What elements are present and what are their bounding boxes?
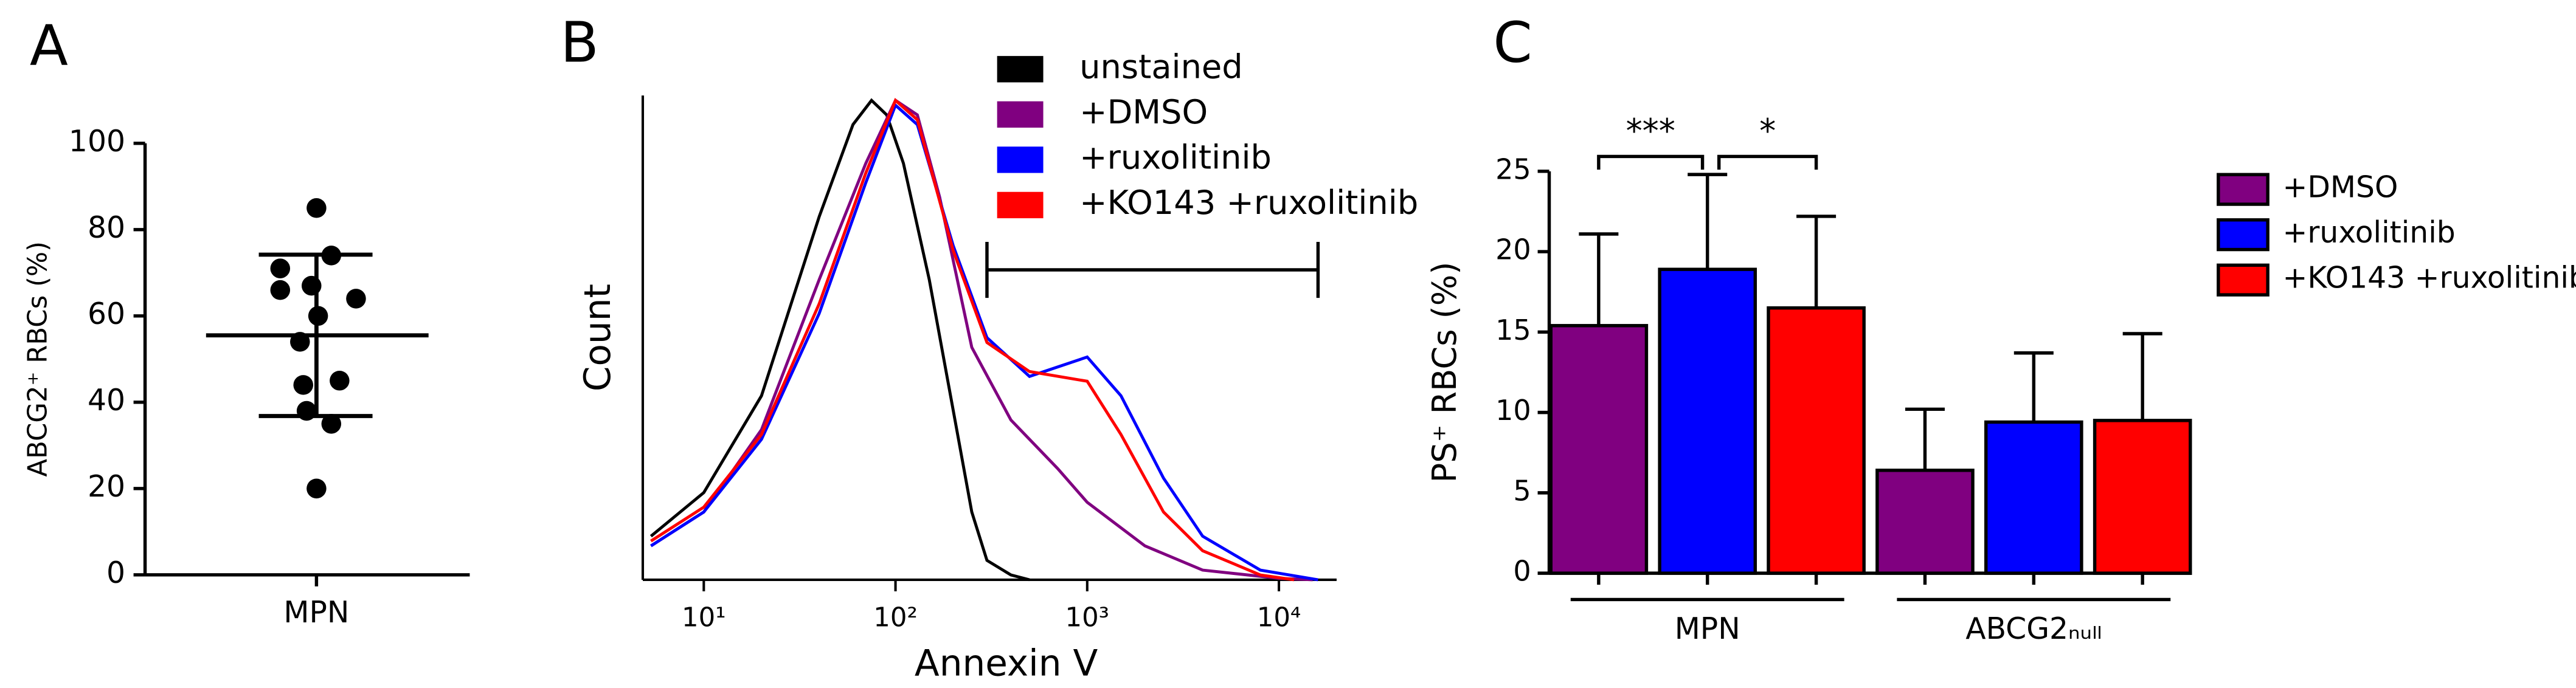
legend-swatch [997, 146, 1044, 173]
y-tick-label: 100 [69, 124, 125, 159]
data-point [306, 478, 327, 499]
legend-swatch [997, 56, 1044, 83]
bar [2093, 419, 2192, 575]
data-point [293, 375, 313, 395]
panel-label: A [30, 13, 68, 78]
legend-label: +KO143 +ruxolitinib [2283, 261, 2576, 295]
y-tick-label: 0 [106, 556, 125, 590]
bar [1984, 420, 2083, 575]
x-tick-label: 10³ [1065, 602, 1110, 633]
legend-swatch [2217, 218, 2270, 252]
bar [1658, 267, 1757, 575]
data-point [270, 280, 291, 300]
x-axis-label: Annexin V [915, 642, 1098, 684]
y-tick-label: 20 [88, 469, 125, 504]
significance-bracket [1597, 154, 1705, 170]
legend-label: +DMSO [2283, 170, 2398, 205]
significance-bracket [1717, 154, 1818, 170]
legend-swatch [997, 191, 1044, 219]
y-tick-label: 80 [88, 210, 125, 245]
data-point [346, 289, 366, 309]
legend-label: +ruxolitinib [1079, 139, 1272, 177]
panel-label: C [1493, 9, 1532, 75]
legend-swatch [2217, 263, 2270, 297]
y-tick-label: 5 [1513, 474, 1531, 507]
x-tick-label: 10¹ [682, 602, 726, 633]
y-tick-label: 60 [88, 297, 125, 331]
panel-label: B [561, 9, 599, 75]
y-axis-label: Count [577, 284, 619, 391]
group-label: MPN [1675, 611, 1740, 646]
x-tick-label: 10² [873, 602, 918, 633]
data-point [330, 371, 350, 391]
y-tick-label: 20 [1495, 233, 1531, 266]
bar [1875, 469, 1975, 575]
bar [1767, 306, 1866, 575]
y-tick-label: 25 [1495, 153, 1531, 185]
data-point [321, 414, 342, 434]
bar [1549, 324, 1649, 575]
y-tick-label: 40 [88, 383, 125, 418]
y-axis-label: PS⁺ RBCs (%) [1425, 262, 1464, 483]
y-tick-label: 10 [1495, 394, 1531, 427]
legend-label: +KO143 +ruxolitinib [1079, 184, 1418, 222]
data-point [270, 258, 291, 278]
histogram-line [650, 98, 1313, 582]
legend-label: unstained [1079, 47, 1243, 86]
histogram-line [650, 98, 1295, 582]
significance-label: *** [1626, 112, 1675, 150]
histogram-line [650, 102, 1318, 582]
group-label: ABCG2ₙᵤₗₗ [1965, 611, 2102, 646]
x-tick-label: MPN [283, 595, 349, 630]
y-tick-label: 0 [1513, 555, 1531, 588]
histogram-line [649, 98, 1030, 582]
y-tick-label: 15 [1495, 314, 1531, 346]
legend-swatch [2217, 173, 2270, 206]
significance-label: * [1759, 112, 1776, 150]
data-point [306, 198, 327, 218]
x-tick-label: 10⁴ [1257, 602, 1301, 633]
legend-label: +ruxolitinib [2283, 215, 2456, 250]
y-axis-label: ABCG2⁺ RBCs (%) [23, 241, 54, 477]
legend-label: +DMSO [1079, 93, 1208, 131]
legend-swatch [997, 101, 1044, 128]
